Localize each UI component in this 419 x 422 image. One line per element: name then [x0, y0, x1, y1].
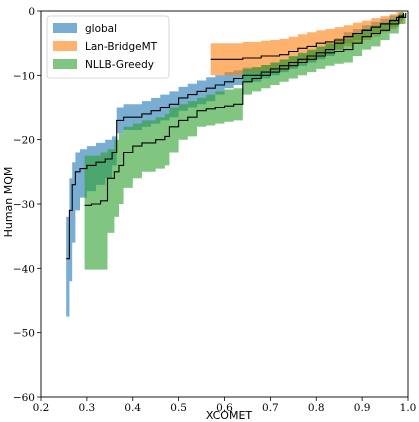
legend-label: Lan-BridgeMT [85, 41, 158, 53]
y-tick-label: −30 [13, 199, 35, 211]
x-tick-label: 0.6 [216, 402, 233, 414]
x-tick-label: 0.9 [354, 402, 371, 414]
legend: global Lan-BridgeMT NLLB-Greedy [46, 15, 170, 79]
y-tick-label: −10 [13, 70, 35, 82]
x-tick-label: 0.4 [124, 402, 141, 414]
x-tick-label: 1.0 [400, 402, 417, 414]
y-tick-label: 0 [28, 6, 35, 18]
band-nllb-greedy [84, 11, 406, 270]
y-axis: 0 −10 −20 −30 −40 −50 −60 [13, 6, 41, 404]
band-lan-bridgemt [210, 11, 404, 76]
y-tick-label: −20 [13, 135, 35, 147]
line-lan-bridgemt [210, 13, 404, 60]
legend-swatch [53, 41, 77, 51]
legend-label: NLLB-Greedy [85, 59, 154, 71]
y-axis-label: Human MQM [2, 167, 15, 238]
x-axis: 0.2 0.3 0.4 0.5 0.6 0.7 0.8 0.9 1.0 [33, 397, 417, 414]
legend-swatch [53, 59, 77, 69]
x-tick-label: 0.7 [262, 402, 279, 414]
y-tick-label: −50 [13, 328, 35, 340]
x-tick-label: 0.8 [308, 402, 325, 414]
mean-lines [66, 12, 407, 260]
confidence-bands [66, 11, 406, 317]
line-nllb-greedy [84, 12, 407, 206]
x-tick-label: 0.5 [170, 402, 187, 414]
legend-box [46, 15, 170, 79]
x-axis-label: XCOMET [206, 409, 253, 422]
x-tick-label: 0.2 [33, 402, 50, 414]
y-tick-label: −40 [13, 263, 35, 275]
x-tick-label: 0.3 [79, 402, 96, 414]
legend-label: global [85, 23, 117, 35]
y-tick-label: −60 [13, 392, 35, 404]
legend-swatch [53, 23, 77, 33]
